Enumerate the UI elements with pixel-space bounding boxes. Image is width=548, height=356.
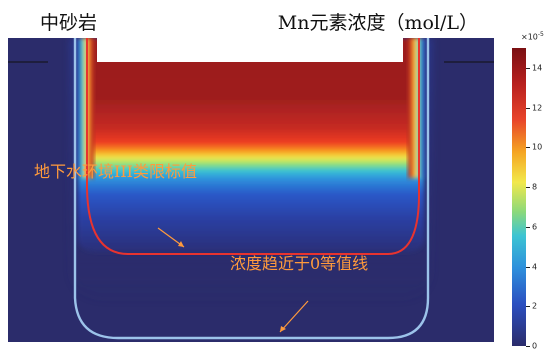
zero-arrow-head — [280, 326, 286, 332]
annotation-zero: 浓度趋近于0等值线 — [230, 254, 369, 273]
colorbar-gradient — [512, 48, 526, 346]
top-opening — [97, 38, 403, 62]
rock-type-label: 中砂岩 — [40, 12, 98, 34]
colorbar-tick-label: 10 — [532, 142, 543, 152]
colorbar-tick-label: 8 — [532, 182, 538, 192]
colorbar-tick-label: 6 — [532, 222, 538, 232]
colorbar-tick — [526, 266, 530, 268]
colorbar-tick-label: 14 — [532, 63, 543, 73]
zero-contour — [73, 38, 430, 340]
concentration-plot — [8, 38, 494, 342]
colorbar-tick — [526, 187, 530, 189]
limit-contour — [86, 38, 420, 255]
left-wall — [74, 38, 94, 178]
colorbar-exponent-base: ×10 — [521, 32, 538, 42]
colorbar-tick — [526, 67, 530, 69]
limit-arrow-head — [178, 241, 184, 247]
plume-core — [78, 38, 424, 252]
zero-arrow-line — [279, 300, 309, 333]
colorbar-tick-label: 0 — [532, 341, 538, 351]
colorbar-tick-label: 4 — [532, 262, 538, 272]
plot-title: Mn元素浓度（mol/L） — [277, 12, 478, 34]
colorbar — [512, 48, 526, 346]
colorbar-tick — [526, 147, 530, 149]
colorbar-exponent: ×10-5 — [521, 31, 544, 42]
concentration-field — [8, 38, 494, 342]
colorbar-tick — [526, 107, 530, 109]
colorbar-tick — [526, 346, 530, 347]
colorbar-exponent-power: -5 — [537, 31, 544, 38]
annotation-limit: 地下水环境III类限标值 — [34, 162, 197, 181]
colorbar-tick — [526, 226, 530, 228]
colorbar-tick-label: 2 — [532, 301, 538, 311]
right-wall — [408, 38, 428, 178]
colorbar-tick — [526, 306, 530, 308]
colorbar-tick-label: 12 — [532, 103, 543, 113]
